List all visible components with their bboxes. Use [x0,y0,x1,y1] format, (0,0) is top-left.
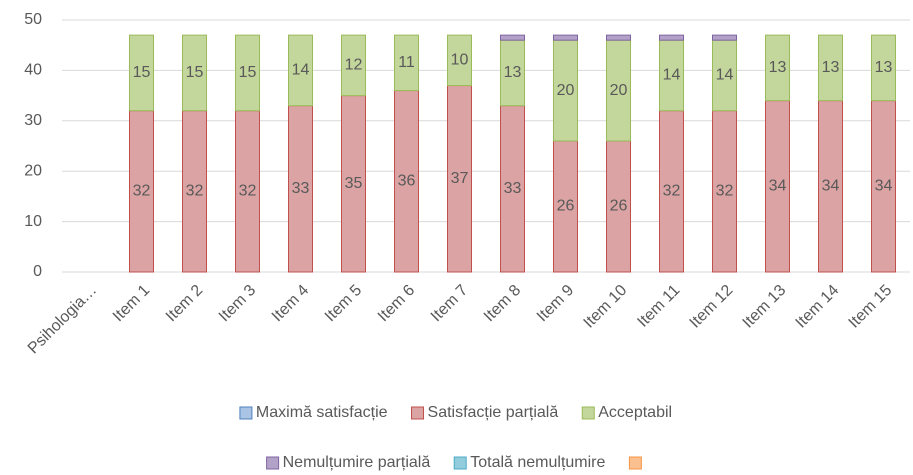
x-tick-label: Item 4 [269,282,313,326]
legend-swatch [411,406,425,420]
x-tick-label: Item 9 [534,282,578,326]
legend-swatch [239,406,253,420]
x-tick-label: Item 15 [846,282,896,332]
bar-segment [447,85,472,273]
data-label: 32 [186,183,204,200]
data-label: 12 [345,57,363,74]
data-label: 15 [186,64,204,81]
bar-segment [288,105,313,273]
data-label: 33 [504,180,522,197]
y-tick-label: 20 [24,162,42,179]
data-label: 13 [875,59,893,76]
data-label: 33 [292,180,310,197]
bar-segment [659,39,684,112]
legend-label: Satisfacție parțială [428,404,559,421]
data-label: 34 [822,178,840,195]
legend-swatch [581,406,595,420]
legend-swatch [628,456,642,470]
bar-segment [235,110,260,273]
y-tick-label: 0 [33,263,42,280]
data-label: 37 [451,170,469,187]
x-tick-label: Item 14 [793,282,843,332]
x-tick-label: Psihologia… [25,282,101,358]
bar-segment [765,34,790,102]
bar-segment [659,34,684,41]
bar-segment [659,110,684,273]
x-tick-label: Item 6 [375,282,419,326]
data-label: 36 [398,172,416,189]
x-tick-label: Item 10 [581,282,631,332]
y-tick-label: 10 [24,213,42,230]
x-tick-label: Item 3 [216,282,260,326]
data-label: 14 [663,67,681,84]
x-tick-label: Item 2 [163,282,207,326]
x-tick-label: Item 8 [481,282,525,326]
data-label: 34 [769,178,787,195]
data-label: 10 [451,52,469,69]
x-tick-label: Item 1 [110,282,154,326]
bar-segment [765,100,790,273]
data-label: 32 [239,183,257,200]
data-label: 15 [133,64,151,81]
x-tick-label: Item 5 [322,282,366,326]
bar-segment [394,34,419,92]
x-tick-label: Item 12 [687,282,737,332]
legend-swatch [266,456,280,470]
bar-segment [500,34,525,41]
data-label: 32 [663,183,681,200]
bar-segment [553,34,578,41]
bar-segment [182,110,207,273]
data-label: 13 [822,59,840,76]
bar-segment [871,34,896,102]
data-label: 15 [239,64,257,81]
bar-segment [818,34,843,102]
y-tick-label: 40 [24,62,42,79]
data-label: 13 [504,64,522,81]
legend-label: Acceptabil [598,404,672,421]
bar-segment [871,100,896,273]
data-label: 26 [610,198,628,215]
data-label: 32 [133,183,151,200]
bar-segment [447,34,472,87]
legend-label: Nemulțumire parțială [283,454,431,471]
x-tick-label: Item 7 [428,282,472,326]
y-tick-label: 30 [24,112,42,129]
x-tick-label: Item 13 [740,282,790,332]
bar-segment [341,34,366,97]
bar-segment [500,105,525,273]
data-label: 14 [716,67,734,84]
data-label: 11 [398,54,415,71]
data-label: 35 [345,175,363,192]
bar-segment [712,110,737,273]
legend-label: Totală nemulțumire [470,454,605,471]
data-label: 26 [557,198,575,215]
y-tick-label: 50 [24,11,42,28]
bar-segment [606,34,631,41]
data-label: 13 [769,59,787,76]
bar-segment [500,39,525,107]
data-label: 34 [875,178,893,195]
data-label: 32 [716,183,734,200]
bar-segment [182,34,207,112]
x-tick-label: Item 11 [634,282,683,331]
bar-segment [129,110,154,273]
bar-segment [712,34,737,41]
bar-segment [288,34,313,107]
bar-segment [129,34,154,112]
data-label: 14 [292,62,310,79]
bar-segment [235,34,260,112]
legend-swatch [453,456,467,470]
data-label: 20 [557,82,575,99]
legend-label: Maximă satisfacție [256,404,388,421]
bar-segment [606,140,631,273]
data-label: 20 [610,82,628,99]
bar-segment [394,90,419,273]
